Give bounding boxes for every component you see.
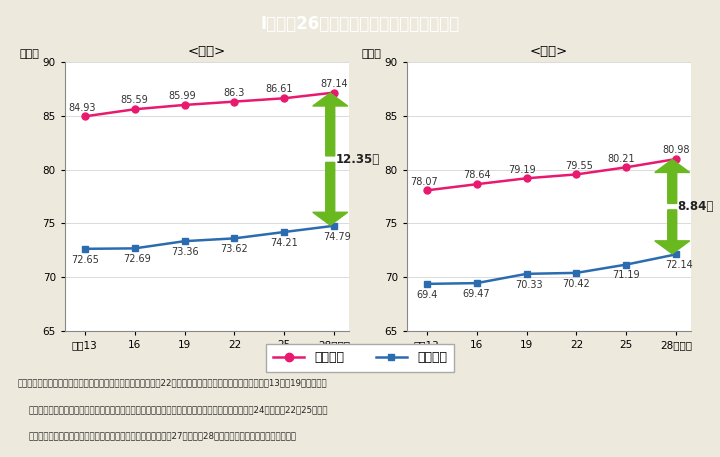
Text: 労働科学研究班「健康对命における将来予測と生活習悅病対策の費用対効果に関する研究」（平成24年度），22，25年は，: 労働科学研究班「健康对命における将来予測と生活習悅病対策の費用対効果に関する研究… [28,405,328,414]
Text: （年）: （年） [19,49,39,59]
FancyArrow shape [312,162,348,225]
Text: 12.35年: 12.35年 [336,153,379,165]
Text: 8.84年: 8.84年 [678,200,714,213]
Text: 72.69: 72.69 [123,254,151,264]
Text: 86.61: 86.61 [266,85,293,95]
Text: （備考）平均对命は，厚生労働省「簡易生命表（各年）（平成22年のみ完全生命表）」，健康对命は，平成13年～19年は，厚生: （備考）平均对命は，厚生労働省「簡易生命表（各年）（平成22年のみ完全生命表）」… [18,378,328,388]
Text: 70.42: 70.42 [562,279,590,289]
Text: 厚生労働科学研究班「健康对命の指標化に関する研究」（平成27年度），28年は，厚生労働省公表値より作成。: 厚生労働科学研究班「健康对命の指標化に関する研究」（平成27年度），28年は，厚… [28,431,297,441]
FancyArrow shape [654,159,690,203]
Text: 79.55: 79.55 [565,160,593,170]
Title: <男性>: <男性> [530,45,568,58]
Text: 72.65: 72.65 [71,255,99,265]
FancyArrow shape [312,93,348,156]
Text: 79.19: 79.19 [508,165,536,175]
Text: 73.36: 73.36 [171,247,198,257]
Legend: 平均对命, 健康对命: 平均对命, 健康对命 [266,344,454,372]
Text: 78.07: 78.07 [410,176,438,186]
Text: I－特－26図　平均对命と健康对命の推移: I－特－26図 平均对命と健康对命の推移 [261,15,459,33]
Text: （年）: （年） [361,49,381,59]
Text: 70.33: 70.33 [516,280,543,290]
Text: 72.14: 72.14 [665,260,693,270]
Text: 87.14: 87.14 [320,79,348,89]
FancyArrow shape [654,210,690,254]
Text: 74.79: 74.79 [323,232,351,242]
Text: 80.21: 80.21 [608,154,635,164]
Text: 69.4: 69.4 [416,290,438,300]
Text: 71.19: 71.19 [613,271,640,281]
Title: <女性>: <女性> [188,45,226,58]
Text: 86.3: 86.3 [224,88,245,98]
Text: 80.98: 80.98 [662,145,690,155]
Text: 84.93: 84.93 [68,103,96,112]
Text: 74.21: 74.21 [271,238,298,248]
Text: 73.62: 73.62 [220,244,248,254]
Text: 69.47: 69.47 [463,289,490,299]
Text: 85.99: 85.99 [168,91,196,101]
Text: 78.64: 78.64 [463,170,490,181]
Text: 85.59: 85.59 [121,96,148,106]
